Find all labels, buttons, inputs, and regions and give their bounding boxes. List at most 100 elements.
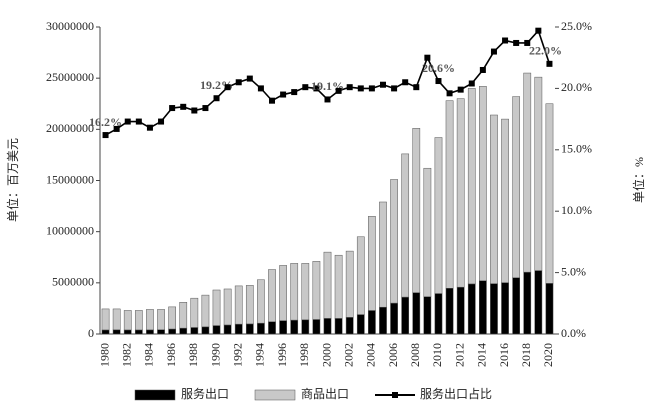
- line-marker: [235, 79, 242, 86]
- bar: [345, 317, 354, 335]
- line-marker: [313, 85, 320, 92]
- line-marker: [346, 84, 353, 91]
- bar: [179, 302, 188, 329]
- y-axis-label: 单位：百万美元: [5, 138, 20, 222]
- bar: [123, 310, 132, 331]
- y-tick-label: 15000000: [46, 172, 94, 186]
- x-tick-label: 2016: [497, 343, 511, 367]
- line-marker: [524, 39, 531, 46]
- y-tick-label: 10000000: [46, 223, 94, 237]
- line-marker: [513, 39, 520, 46]
- bar: [101, 308, 110, 331]
- x-tick-label: 1994: [253, 343, 267, 367]
- bar: [279, 320, 287, 335]
- x-tick-label: 1988: [186, 343, 200, 367]
- bar: [401, 296, 410, 335]
- line-marker: [457, 86, 464, 93]
- legend-marker: [392, 392, 398, 398]
- y2-axis-label: 单位：%: [631, 157, 646, 203]
- x-tick-label: 2014: [475, 343, 489, 367]
- bar: [501, 282, 509, 335]
- x-tick-label: 2010: [430, 343, 444, 367]
- bar: [379, 306, 387, 335]
- bar: [479, 86, 487, 282]
- line-marker: [180, 103, 187, 110]
- bar: [201, 326, 210, 335]
- x-tick-label: 1980: [97, 343, 111, 367]
- line-marker: [191, 107, 198, 114]
- y2-tick-label: 5.0%: [561, 264, 586, 278]
- bar: [490, 114, 498, 284]
- bar: [257, 322, 265, 335]
- line-marker: [424, 54, 431, 61]
- bar: [534, 270, 543, 335]
- bar: [512, 277, 521, 335]
- line-marker: [257, 85, 264, 92]
- bar: [245, 323, 254, 335]
- bar: [223, 288, 232, 326]
- bar: [545, 103, 554, 284]
- bar: [245, 285, 254, 325]
- bar: [190, 327, 199, 335]
- line-marker: [113, 125, 120, 132]
- bar: [312, 319, 321, 335]
- bar: [123, 329, 132, 335]
- data-label: 20.6%: [422, 61, 455, 75]
- bar: [412, 128, 421, 293]
- line-marker: [335, 87, 342, 94]
- data-label: 16.2%: [89, 115, 122, 129]
- line-marker: [546, 60, 553, 67]
- line-marker: [413, 84, 420, 91]
- bar: [423, 167, 432, 297]
- line-marker: [246, 75, 253, 82]
- bar: [212, 289, 221, 326]
- x-tick-label: 2018: [519, 343, 533, 367]
- y2-tick-label: 10.0%: [561, 203, 592, 217]
- y2-tick-label: 25.0%: [561, 19, 592, 33]
- bar: [523, 271, 532, 335]
- line-marker: [490, 48, 497, 55]
- bar: [323, 318, 332, 335]
- bar: [290, 263, 299, 321]
- line-marker: [202, 105, 209, 112]
- bar: [512, 96, 521, 278]
- bar: [134, 310, 143, 331]
- bar: [423, 296, 432, 335]
- bar: [157, 329, 165, 335]
- bar: [257, 279, 265, 324]
- bar: [445, 288, 454, 335]
- bar: [234, 323, 243, 335]
- line-marker: [135, 118, 142, 125]
- bar: [356, 314, 365, 335]
- bar: [479, 280, 487, 335]
- bar: [434, 137, 443, 294]
- bar: [467, 88, 476, 285]
- bar: [523, 72, 532, 273]
- x-tick-label: 1984: [142, 343, 156, 367]
- line-marker: [357, 85, 364, 92]
- y-tick-label: 20000000: [46, 121, 94, 135]
- bar: [201, 294, 210, 328]
- line-marker: [280, 91, 287, 98]
- bar: [290, 319, 299, 335]
- bar: [334, 254, 343, 319]
- bar: [379, 201, 387, 308]
- bar: [412, 292, 421, 335]
- bar: [501, 118, 509, 283]
- legend-swatch: [134, 389, 176, 401]
- bar: [456, 98, 465, 288]
- bar: [356, 236, 365, 315]
- bar: [301, 263, 310, 321]
- bar: [445, 100, 454, 289]
- bar: [401, 153, 410, 298]
- bar: [456, 286, 465, 335]
- line-marker: [158, 118, 165, 125]
- x-tick-label: 2020: [541, 343, 555, 367]
- bar: [390, 302, 398, 335]
- bar: [312, 261, 321, 320]
- bar: [101, 329, 110, 335]
- y2-tick-label: 0.0%: [561, 326, 586, 340]
- bar: [146, 329, 154, 335]
- line-marker: [146, 124, 153, 131]
